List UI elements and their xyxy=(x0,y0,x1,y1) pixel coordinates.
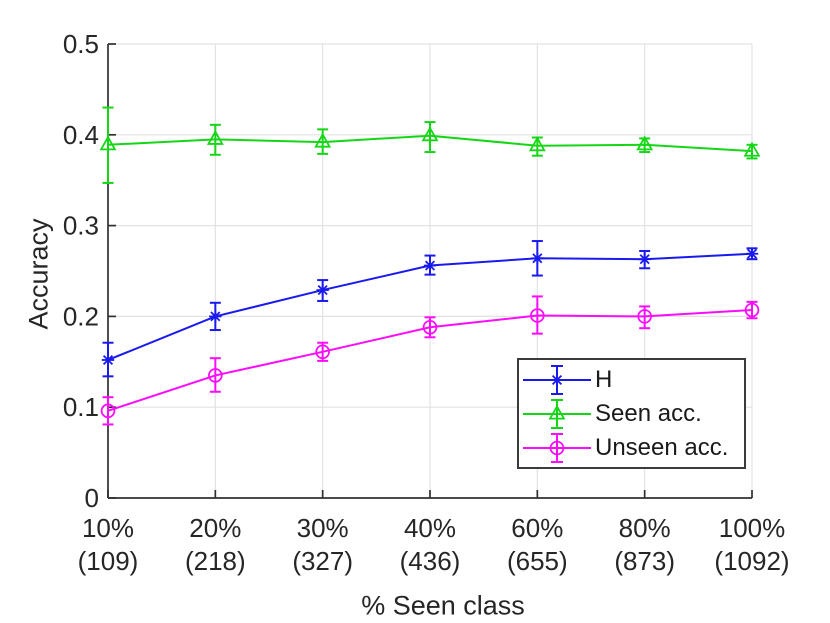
x-tick-count-label: (873) xyxy=(614,546,675,576)
x-tick-label: 10% xyxy=(82,513,134,543)
legend-label-unseen: Unseen acc. xyxy=(595,434,729,461)
circle-marker-icon xyxy=(208,368,223,383)
triangle-marker-icon xyxy=(314,132,332,148)
asterisk-marker-icon xyxy=(638,252,651,266)
legend-sample-part xyxy=(551,374,563,386)
circle-marker-icon xyxy=(637,309,652,324)
line xyxy=(532,253,543,264)
line xyxy=(102,354,114,366)
legend-sample-part xyxy=(549,440,565,456)
x-tick-label: 40% xyxy=(404,513,456,543)
series-line xyxy=(107,134,753,153)
x-tick-label: 60% xyxy=(511,513,563,543)
seen-series-sample-icon xyxy=(523,399,591,429)
triangle-marker-icon xyxy=(743,141,761,157)
circle-marker-icon xyxy=(422,319,438,335)
series-seen-acc- xyxy=(99,106,761,184)
circle-marker-icon xyxy=(530,308,545,323)
legend-box: H Seen acc. Unseen acc. xyxy=(517,358,746,469)
asterisk-marker-icon xyxy=(423,259,437,272)
unseen-series-sample-icon xyxy=(523,433,591,463)
x-tick-count-label: (109) xyxy=(78,546,139,576)
x-tick-count-label: (436) xyxy=(400,546,461,576)
x-tick-count-label: (327) xyxy=(292,546,353,576)
legend-label-h: H xyxy=(595,366,613,393)
series-h xyxy=(101,240,759,378)
circle-marker-icon xyxy=(315,344,330,360)
x-tick-count-label: (218) xyxy=(185,546,246,576)
asterisk-marker-icon xyxy=(209,310,222,323)
line xyxy=(746,248,758,259)
asterisk-marker-icon xyxy=(316,283,329,297)
line xyxy=(317,285,328,296)
line xyxy=(210,311,221,322)
y-tick-label: 0 xyxy=(85,483,99,513)
y-tick-label: 0.4 xyxy=(63,120,99,150)
asterisk-marker-icon xyxy=(531,252,544,265)
triangle-marker-icon xyxy=(99,135,117,151)
line xyxy=(639,254,650,265)
asterisk-marker-icon xyxy=(745,247,759,260)
line xyxy=(424,260,436,271)
triangle-marker-icon xyxy=(206,129,224,145)
y-tick-label: 0.5 xyxy=(63,29,99,59)
y-tick-label: 0.3 xyxy=(63,211,99,241)
legend-row-seen: Seen acc. xyxy=(519,397,744,431)
asterisk-marker-icon xyxy=(101,353,115,367)
y-tick-labels: 0 0.1 0.2 0.3 0.4 0.5 xyxy=(63,29,99,513)
x-tick-label: 100% xyxy=(719,513,786,543)
triangle-marker-icon xyxy=(421,126,439,142)
legend-label-seen: Seen acc. xyxy=(595,400,702,427)
triangle-marker-icon xyxy=(636,135,654,151)
x-tick-label: 80% xyxy=(619,513,671,543)
x-tick-count-label: (1092) xyxy=(714,546,789,576)
y-tick-label: 0.1 xyxy=(63,392,99,422)
series-line xyxy=(107,309,753,412)
circle-marker-icon xyxy=(100,403,116,419)
circle-marker-icon xyxy=(744,302,760,318)
x-tick-count-label: (655) xyxy=(507,546,568,576)
legend-sample-part xyxy=(548,404,566,420)
legend-row-h: H xyxy=(519,363,744,397)
x-tick-label: 20% xyxy=(189,513,241,543)
legend-row-unseen: Unseen acc. xyxy=(519,431,744,465)
series-unseen-acc- xyxy=(100,295,760,426)
x-tick-label: 30% xyxy=(297,513,349,543)
y-tick-label: 0.2 xyxy=(63,301,99,331)
x-tick-labels: 10% 20% 30% 40% 60% 80% 100% (109) (218) (327) (43… xyxy=(78,513,790,576)
triangle-marker-icon xyxy=(528,136,546,152)
h-series-sample-icon xyxy=(523,365,591,395)
